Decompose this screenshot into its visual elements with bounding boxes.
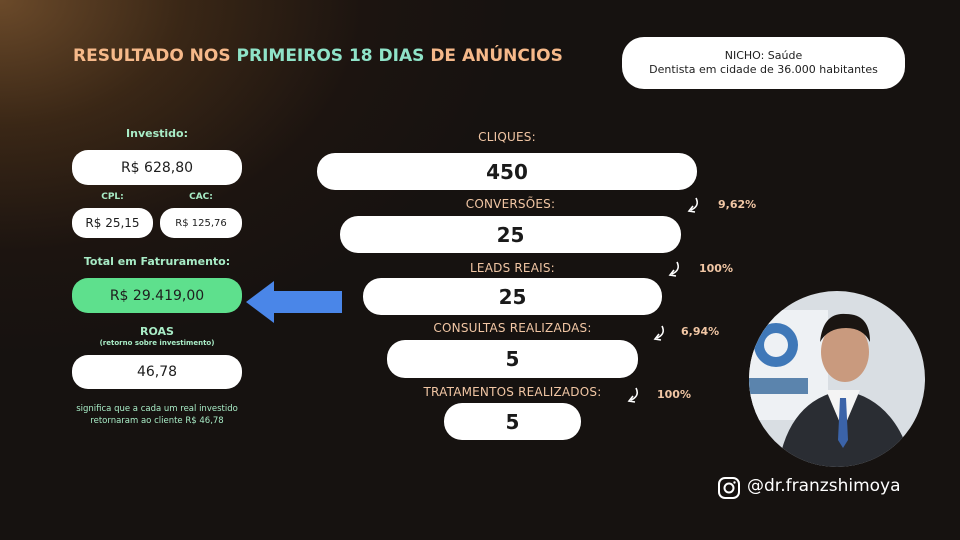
funnel-label: LEADS REAIS: (470, 261, 555, 275)
niche-box: NICHO: Saúde Dentista em cidade de 36.00… (622, 37, 905, 89)
title: RESULTADO NOS PRIMEIROS 18 DIAS DE ANÚNC… (73, 46, 563, 66)
roas-note: significa que a cada um real investido r… (52, 403, 262, 427)
funnel-rate: 6,94% (681, 325, 720, 338)
funnel-rate: 100% (657, 388, 691, 401)
niche-line: NICHO: Saúde (724, 49, 803, 62)
funnel-label: TRATAMENTOS REALIZADOS: (423, 385, 602, 399)
instagram-icon (718, 477, 740, 499)
hook-arrow (687, 197, 698, 213)
handle: @dr.franzshimoya (747, 476, 901, 496)
funnel-rate: 9,62% (718, 198, 757, 211)
revenue-value: R$ 29.419,00 (72, 278, 242, 313)
funnel-label: CONSULTAS REALIZADAS: (433, 321, 592, 335)
cpl-value: R$ 25,15 (72, 208, 153, 238)
revenue-label: Total em Fatruramento: (83, 255, 231, 268)
arrow (246, 281, 342, 323)
funnel-value: 25 (340, 216, 681, 253)
cpl-label: CPL: (101, 192, 124, 202)
funnel-label: CONVERSÕES: (465, 197, 556, 211)
arrow-shape (246, 281, 342, 323)
funnel-value: 25 (363, 278, 662, 315)
investido-value: R$ 628,80 (72, 150, 242, 185)
roas-value: 46,78 (72, 355, 242, 389)
title-part: DE ANÚNCIOS (430, 46, 563, 66)
funnel-value: 450 (317, 153, 697, 190)
niche-line: Dentista em cidade de 36.000 habitantes (649, 63, 878, 76)
investido-label: Investido: (126, 127, 188, 140)
hook-arrow (627, 387, 638, 403)
hook-arrow (668, 261, 679, 277)
roas-label: ROAS (140, 325, 174, 338)
note-line: retornaram ao cliente R$ 46,78 (90, 416, 224, 426)
funnel-label: CLIQUES: (478, 130, 536, 144)
title-part: PRIMEIROS 18 DIAS (236, 46, 425, 66)
roas-sublabel: (retorno sobre investimento) (99, 339, 215, 347)
funnel-value: 5 (387, 340, 638, 378)
profile-photo (749, 291, 925, 467)
note-line: significa que a cada um real investido (76, 404, 238, 414)
title-part: RESULTADO NOS (73, 46, 231, 66)
hook-arrow (653, 325, 664, 341)
funnel-rate: 100% (699, 262, 733, 275)
cac-label: CAC: (189, 192, 213, 202)
funnel-value: 5 (444, 403, 581, 440)
cac-value: R$ 125,76 (160, 208, 242, 238)
